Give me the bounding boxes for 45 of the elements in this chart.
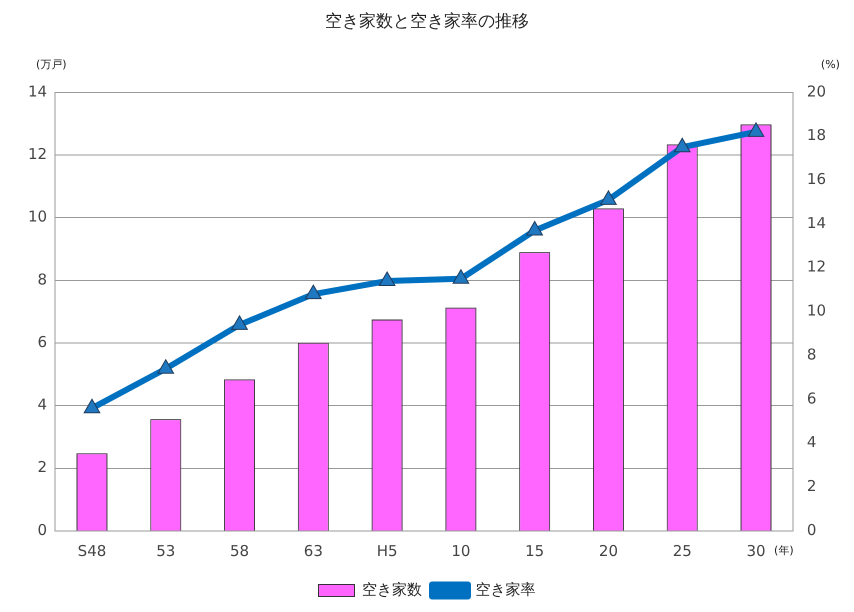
y2-tick-label: 14 — [806, 214, 826, 232]
y2-axis-title: (%) — [820, 58, 840, 71]
point — [452, 269, 470, 284]
y2-tick-label: 2 — [806, 477, 816, 496]
x-tick-label: 20 — [598, 542, 618, 560]
point — [526, 221, 543, 236]
y-tick-label: 10 — [28, 208, 48, 226]
x-tick-label: 58 — [230, 542, 250, 560]
y2-tick-label: 10 — [806, 302, 826, 320]
point — [378, 272, 396, 286]
y2-tick-label: 4 — [806, 433, 816, 452]
y-tick-label: 4 — [38, 396, 48, 414]
x-tick-label: 10 — [451, 542, 470, 560]
point — [748, 122, 764, 137]
x-tick-label: H5 — [376, 542, 398, 560]
y2-tick-label: 20 — [806, 82, 826, 100]
chart-title: 空き家数と空き家率の推移 — [325, 12, 529, 32]
y2-tick-label: 6 — [806, 389, 816, 408]
point — [84, 398, 100, 414]
y-axis-title: (万戸) — [36, 58, 67, 71]
y-tick-label: 0 — [38, 520, 48, 539]
y2-tick-label: 8 — [806, 345, 816, 364]
point — [305, 284, 322, 300]
y-tick-label: 6 — [38, 332, 48, 351]
point — [674, 138, 691, 152]
y-tick-label: 2 — [38, 458, 48, 476]
x-tick-label: S48 — [78, 542, 106, 560]
point — [157, 359, 174, 374]
y-tick-label: 14 — [28, 82, 48, 100]
x-tick-label: 15 — [525, 542, 544, 560]
x-tick-label: 25 — [672, 542, 692, 560]
legend-label: 空き家率 — [476, 580, 536, 598]
x-tick-label: 63 — [304, 542, 323, 560]
y2-tick-label: 0 — [806, 520, 816, 539]
y-tick-label: 12 — [28, 144, 48, 163]
x-tick-label: 53 — [156, 542, 176, 560]
x-tick-label: 30 — [746, 542, 766, 560]
y2-tick-label: 16 — [806, 170, 826, 188]
legend-label: 空き家数 — [362, 580, 422, 598]
point — [231, 315, 248, 330]
y-tick-label: 8 — [38, 270, 48, 288]
y2-tick-label: 12 — [806, 258, 826, 276]
point — [600, 190, 617, 205]
y2-tick-label: 18 — [806, 126, 826, 144]
x-axis-title: (年) — [774, 544, 794, 557]
